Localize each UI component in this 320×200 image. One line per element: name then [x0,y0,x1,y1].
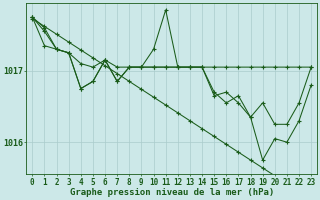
X-axis label: Graphe pression niveau de la mer (hPa): Graphe pression niveau de la mer (hPa) [70,188,274,197]
